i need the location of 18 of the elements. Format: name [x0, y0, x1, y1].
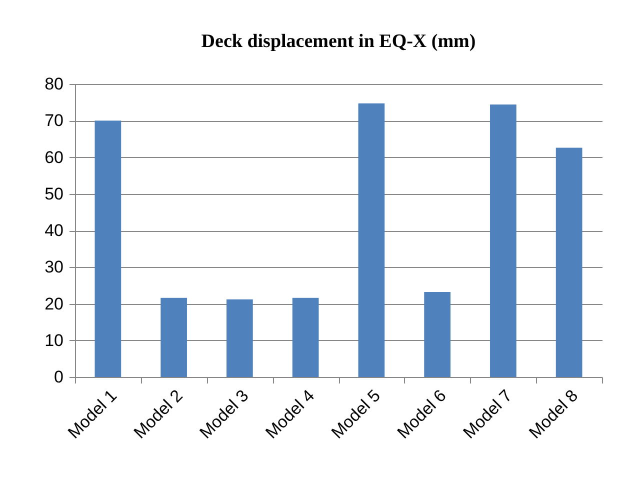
bar [94, 120, 122, 377]
bar [358, 103, 385, 377]
bar [490, 104, 516, 377]
y-tick-label: 50 [44, 184, 64, 204]
y-tick-label: 10 [44, 330, 64, 350]
y-tick-label: 80 [44, 74, 64, 94]
bar [160, 298, 187, 377]
bar [424, 292, 450, 377]
bar [226, 299, 253, 377]
y-tick-label: 30 [44, 258, 64, 277]
bar [292, 298, 319, 377]
y-tick-label: 60 [44, 148, 64, 167]
y-tick-label: 20 [44, 294, 64, 314]
y-tick-label: 0 [54, 368, 64, 386]
y-tick-label: 40 [44, 221, 64, 240]
y-tick-label: 70 [44, 111, 64, 130]
chart-title: Deck displacement in EQ-X (mm) [201, 31, 476, 52]
bar [556, 148, 582, 377]
